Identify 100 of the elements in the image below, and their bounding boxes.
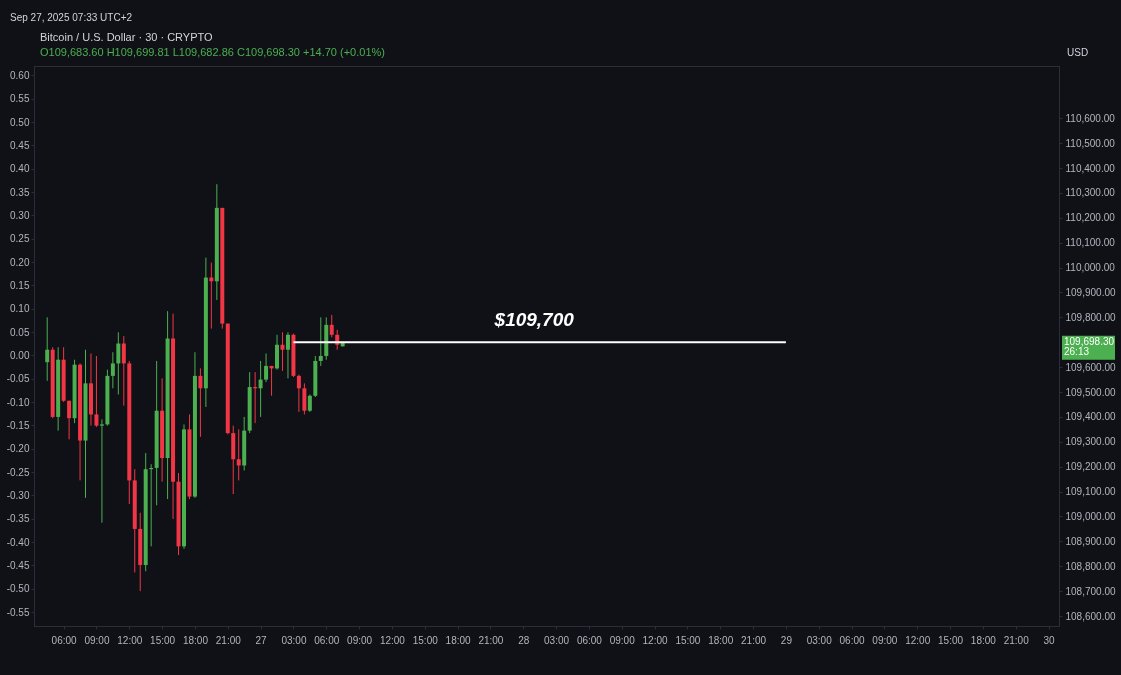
y2-tick-label: 0.20 xyxy=(10,256,30,268)
y-tick-label: 109,800.00 xyxy=(1065,311,1116,323)
y2-tick-label: 0.55 xyxy=(10,93,30,105)
annotation: $109,700 xyxy=(493,309,575,331)
y2-tick-label: 0.05 xyxy=(10,326,30,338)
y-tick-label: 109,200.00 xyxy=(1065,461,1116,473)
y2-tick-label: 0.40 xyxy=(10,163,30,175)
x-tick-label: 15:00 xyxy=(675,634,701,646)
x-tick-label: 09:00 xyxy=(347,634,373,646)
y2-tick-label: 0.00 xyxy=(10,349,30,361)
x-tick-label: 03:00 xyxy=(544,634,570,646)
x-tick-label: 18:00 xyxy=(970,634,997,646)
y2-tick-label: 0.25 xyxy=(10,233,30,245)
y2-tick-label: -0.40 xyxy=(6,536,30,548)
x-tick-label: 09:00 xyxy=(872,634,898,646)
y-tick-label: 108,700.00 xyxy=(1065,585,1116,597)
x-tick-label: 15:00 xyxy=(150,634,176,646)
candlestick xyxy=(280,331,285,372)
candlestick xyxy=(99,418,104,524)
x-tick-label: 06:00 xyxy=(314,634,340,646)
y-tick-label: 110,100.00 xyxy=(1065,237,1116,249)
x-tick-label: 12:00 xyxy=(117,634,143,646)
x-tick-label: 18:00 xyxy=(182,634,209,646)
y-tick-label: 110,300.00 xyxy=(1065,187,1116,199)
x-tick-label: 30 xyxy=(1043,634,1056,646)
y-tick-label: 109,300.00 xyxy=(1065,436,1116,448)
candlestick xyxy=(275,334,280,371)
y2-tick-label: -0.50 xyxy=(6,583,30,595)
x-tick-label: 06:00 xyxy=(839,634,865,646)
y-tick-label: 108,800.00 xyxy=(1065,560,1116,572)
x-tick-label: 27 xyxy=(255,634,268,646)
x-tick-label: 29 xyxy=(780,634,793,646)
y2-tick-label: 0.50 xyxy=(10,116,30,128)
x-tick-label: 12:00 xyxy=(642,634,669,646)
y2-tick-label: 0.15 xyxy=(10,279,30,291)
candlestick xyxy=(121,335,126,407)
chart-title: Bitcoin / U.S. Dollar · 30 · CRYPTO xyxy=(40,31,214,43)
candlestick xyxy=(116,331,121,396)
x-tick-label: 06:00 xyxy=(576,634,603,646)
y2-tick-label: 0.30 xyxy=(10,209,30,221)
y2-tick-label: 0.45 xyxy=(10,139,30,151)
x-tick-label: 03:00 xyxy=(806,634,833,646)
y-tick-label: 109,400.00 xyxy=(1065,411,1116,423)
candlestick xyxy=(264,352,269,383)
x-tick-label: 18:00 xyxy=(708,634,734,646)
y-tick-label: 109,000.00 xyxy=(1065,510,1116,522)
y2-tick-label: -0.55 xyxy=(6,606,30,618)
y2-tick-label: -0.35 xyxy=(6,513,30,525)
y-tick-label: 109,600.00 xyxy=(1065,361,1116,373)
x-tick-label: 21:00 xyxy=(478,634,504,646)
candlestick xyxy=(296,374,301,413)
x-tick-label: 18:00 xyxy=(445,634,472,646)
y-tick-label: 109,100.00 xyxy=(1065,486,1116,498)
y2-tick-label: -0.10 xyxy=(6,396,30,408)
y-tick-label: 108,600.00 xyxy=(1065,610,1116,622)
candlestick xyxy=(302,382,307,415)
y-tick-label: 110,600.00 xyxy=(1065,112,1116,124)
candlestick xyxy=(318,316,323,367)
x-tick-label: 21:00 xyxy=(741,634,767,646)
candlestick xyxy=(94,355,99,428)
text: 109,698.30 xyxy=(1064,335,1115,347)
x-tick-label: 12:00 xyxy=(379,634,406,646)
y-axis-title: USD xyxy=(1067,47,1089,58)
y2-tick-label: -0.30 xyxy=(6,489,30,501)
candlestick xyxy=(329,314,334,338)
candlestick xyxy=(258,360,263,418)
chart-subtitle: O109,683.60 H109,699.81 L109,682.86 C109,698.30 +14.70 (+0.01%) xyxy=(40,46,385,58)
x-tick-label: 03:00 xyxy=(281,634,307,646)
y-tick-label: 110,500.00 xyxy=(1065,137,1116,149)
candlestick xyxy=(236,428,241,481)
candlestick xyxy=(67,400,72,440)
y2-tick-label: -0.15 xyxy=(6,419,30,431)
y-tick-label: 108,900.00 xyxy=(1065,535,1116,547)
y-tick-label: 109,500.00 xyxy=(1065,386,1116,398)
y2-tick-label: -0.25 xyxy=(6,466,30,478)
y-tick-label: 110,400.00 xyxy=(1065,162,1116,174)
x-tick-label: 28 xyxy=(518,634,530,646)
candlestick xyxy=(198,367,203,438)
x-tick-label: 21:00 xyxy=(215,634,242,646)
x-tick-label: 21:00 xyxy=(1003,634,1030,646)
y2-tick-label: -0.05 xyxy=(6,373,30,385)
x-tick-label: 06:00 xyxy=(51,634,78,646)
candlestick xyxy=(285,331,290,379)
candlestick xyxy=(45,316,50,382)
x-tick-label: 09:00 xyxy=(609,634,636,646)
y-tick-label: 109,900.00 xyxy=(1065,286,1116,298)
x-tick-label: 12:00 xyxy=(905,634,931,646)
y2-tick-label: 0.35 xyxy=(10,186,30,198)
y2-tick-label: 0.60 xyxy=(10,69,30,81)
x-tick-label: 09:00 xyxy=(84,634,110,646)
x-tick-label: 15:00 xyxy=(412,634,439,646)
y2-tick-label: -0.20 xyxy=(6,443,30,455)
candlestick xyxy=(110,351,115,389)
y-tick-label: 110,200.00 xyxy=(1065,212,1116,224)
text: Sep 27, 2025 07:33 UTC+2 xyxy=(10,12,133,23)
text: 26:13 xyxy=(1064,345,1090,357)
y2-tick-label: 0.10 xyxy=(10,303,30,315)
x-tick-label: 15:00 xyxy=(938,634,964,646)
y2-tick-label: -0.45 xyxy=(6,559,30,571)
y-tick-label: 110,000.00 xyxy=(1065,262,1116,274)
